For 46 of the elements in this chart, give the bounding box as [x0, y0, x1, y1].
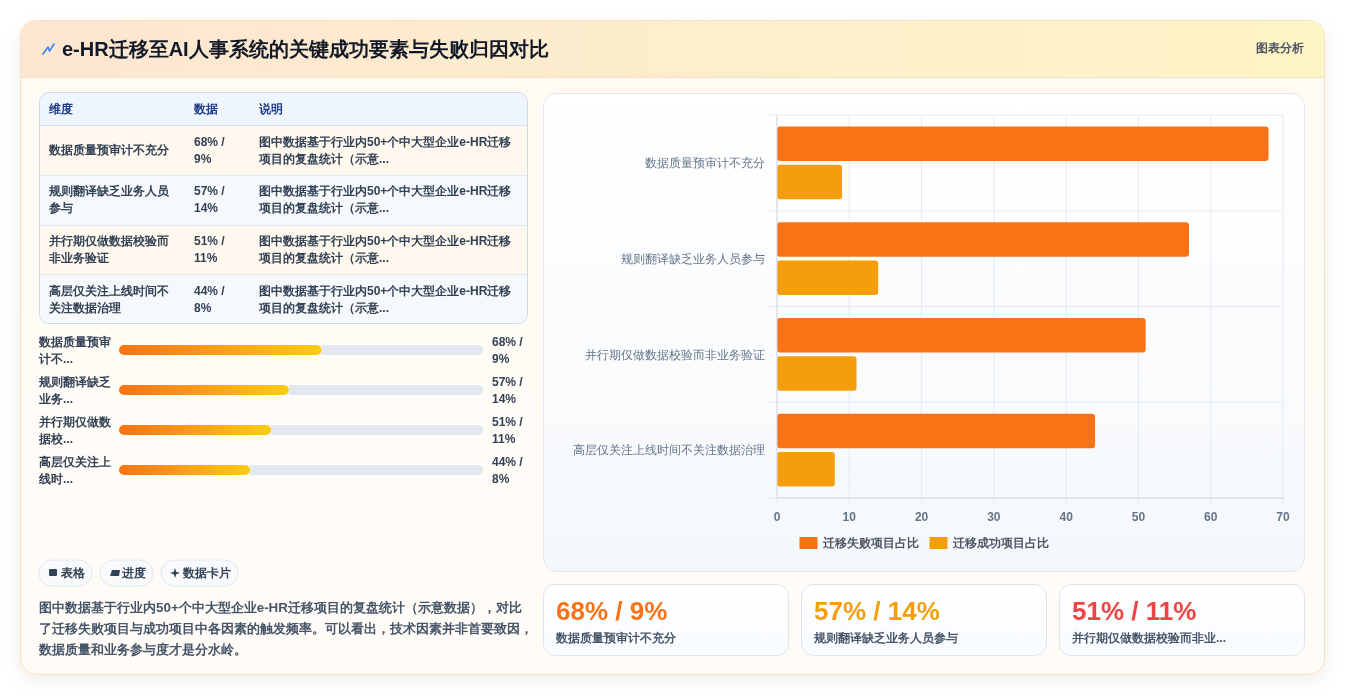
legend-label: 迁移失败项目占比 — [821, 536, 919, 551]
text: 68% / 9% — [556, 595, 668, 626]
text: 进度 — [121, 566, 146, 581]
text: 维度 — [48, 101, 73, 116]
x-tick-label: 60 — [1204, 510, 1218, 525]
x-tick-label: 40 — [1059, 510, 1074, 525]
x-tick-label: 10 — [842, 510, 857, 525]
text: 57% / 14% — [814, 595, 940, 626]
text: 图中数据基于行业内50+个中大型企业e-HR迁移项目的复盘统计（示意... — [258, 283, 512, 315]
text: 图中数据基于行业内50+个中大型企业e-HR迁移项目的复盘统计（示意... — [258, 184, 512, 216]
text: e-HR迁移至AI人事系统的关键成功要素与失败归因对比 — [62, 38, 549, 61]
text: 51% / 11% — [194, 234, 225, 266]
y-tick-label: 并行期仅做数据校验而非业务验证 — [585, 347, 765, 362]
data-label: 68% / 9% — [492, 334, 527, 366]
text: 数据卡片 — [182, 566, 231, 581]
text: 说明 — [258, 101, 283, 116]
x-tick-label: 20 — [914, 510, 929, 525]
text: 数据 — [193, 101, 218, 116]
y-tick-label: 并行期仅做数据校... — [38, 414, 112, 446]
text: 图中数据基于行业内50+个中大型企业e-HR迁移项目的复盘统计（示意数据），对比了迁移失败项目与成功项目中各因素的触发频率。可以看出，技术因素并非首要致因，数据质量和业务参与度才是分水岭。 — [38, 600, 533, 657]
x-tick-label: 70 — [1276, 510, 1290, 525]
y-tick-label: 数据质量预审计不... — [38, 334, 111, 366]
data-label: 57% / 14% — [492, 374, 527, 406]
x-tick-label: 50 — [1131, 510, 1146, 525]
x-tick-label: 30 — [987, 510, 1001, 525]
text: 图中数据基于行业内50+个中大型企业e-HR迁移项目的复盘统计（示意... — [258, 234, 512, 266]
category-label: 并行期仅做数据校验而非业... — [1071, 631, 1227, 646]
data-label: 51% / 11% — [492, 414, 527, 446]
data-label: 44% / 8% — [492, 454, 527, 486]
y-tick-label: 规则翻译缺乏业务... — [38, 374, 111, 406]
text: 图中数据基于行业内50+个中大型企业e-HR迁移项目的复盘统计（示意... — [258, 134, 512, 166]
text: 表格 — [60, 566, 86, 581]
y-tick-label: 高层仅关注上线时... — [38, 454, 111, 486]
category-label: 数据质量预审计不充分 — [555, 631, 677, 646]
text: 57% / 14% — [194, 184, 225, 216]
x-tick-label: 0 — [773, 510, 781, 525]
legend-label: 迁移成功项目占比 — [951, 536, 1049, 551]
chart-subtitle: 图表分析 — [1256, 41, 1304, 56]
text: 51% / 11% — [1072, 595, 1197, 626]
y-tick-label: 数据质量预审计不充分 — [645, 156, 765, 171]
category-label: 数据质量预审计不充分 — [48, 143, 170, 158]
text: 68% / 9% — [194, 134, 225, 166]
y-tick-label: 高层仅关注上线时间不关注数据治理 — [573, 443, 765, 458]
text: 44% / 8% — [194, 283, 225, 315]
y-tick-label: 规则翻译缺乏业务人员参与 — [621, 251, 765, 266]
category-label: 规则翻译缺乏业务人员参与 — [813, 631, 958, 646]
